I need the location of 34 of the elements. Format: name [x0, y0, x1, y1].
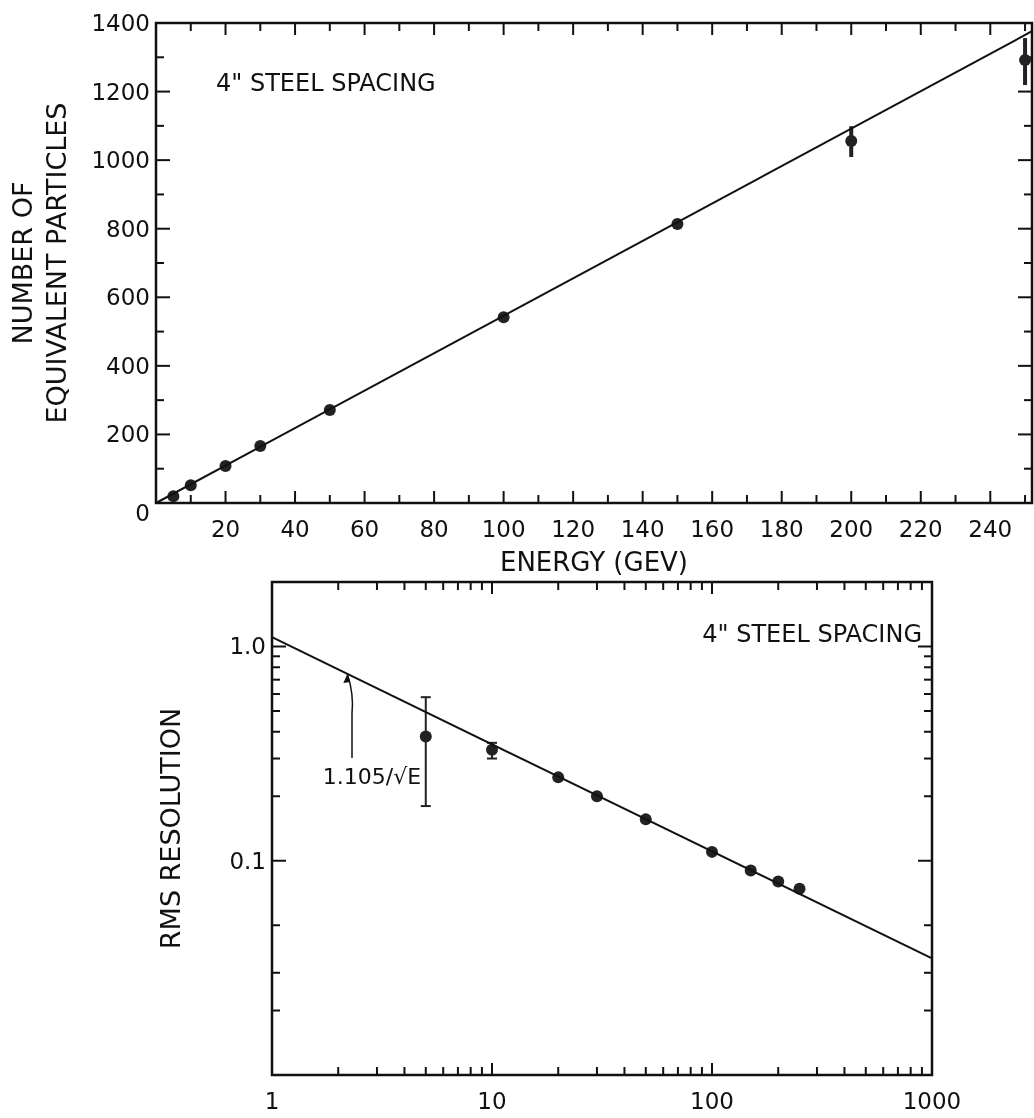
y-tick-label: 200 — [106, 421, 150, 448]
x-tick-label: 60 — [349, 516, 380, 542]
y-tick-label: 1200 — [91, 78, 150, 105]
x-tick-label: 10 — [477, 1088, 507, 1114]
annotation: 4" STEEL SPACING — [702, 620, 922, 649]
y-tick-label: 600 — [106, 284, 150, 311]
annotation: 4" STEEL SPACING — [216, 69, 436, 97]
y-tick-label: 400 — [106, 352, 150, 379]
x-tick-label: 100 — [690, 1088, 734, 1114]
x-tick-label: 80 — [419, 516, 449, 542]
x-axis-title: ENERGY (GEV) — [499, 547, 689, 577]
x-tick-label: 120 — [551, 516, 596, 542]
y-tick-label: 0 — [135, 500, 150, 526]
y-axis-title: NUMBER OF EQUIVALENT PARTICLES — [7, 102, 72, 424]
point — [845, 134, 858, 147]
x-tick-label: 140 — [620, 516, 665, 542]
x-tick-label: 20 — [210, 516, 241, 542]
y-tick-label: 0.1 — [229, 847, 266, 874]
y-axis-title: RMS RESOLUTION — [155, 707, 186, 950]
y-tick-label: 1400 — [91, 10, 150, 36]
y-tick-label: 800 — [106, 215, 150, 242]
x-tick-label: 1000 — [902, 1088, 962, 1114]
x-tick-label: 40 — [280, 516, 310, 542]
x-tick-label: 180 — [759, 516, 804, 542]
y-tick-label: 1000 — [91, 147, 150, 174]
x-tick-label: 240 — [968, 516, 1013, 542]
point — [1019, 54, 1032, 67]
x-tick-label: 200 — [829, 516, 874, 542]
x-tick-label: 220 — [898, 516, 943, 542]
x-tick-label: 100 — [481, 516, 526, 542]
y-tick-label: 1.0 — [229, 633, 266, 660]
x-tick-label: 1 — [264, 1088, 280, 1114]
x-tick-label: 160 — [690, 516, 735, 542]
annotation: 1.105/√E — [322, 763, 422, 789]
